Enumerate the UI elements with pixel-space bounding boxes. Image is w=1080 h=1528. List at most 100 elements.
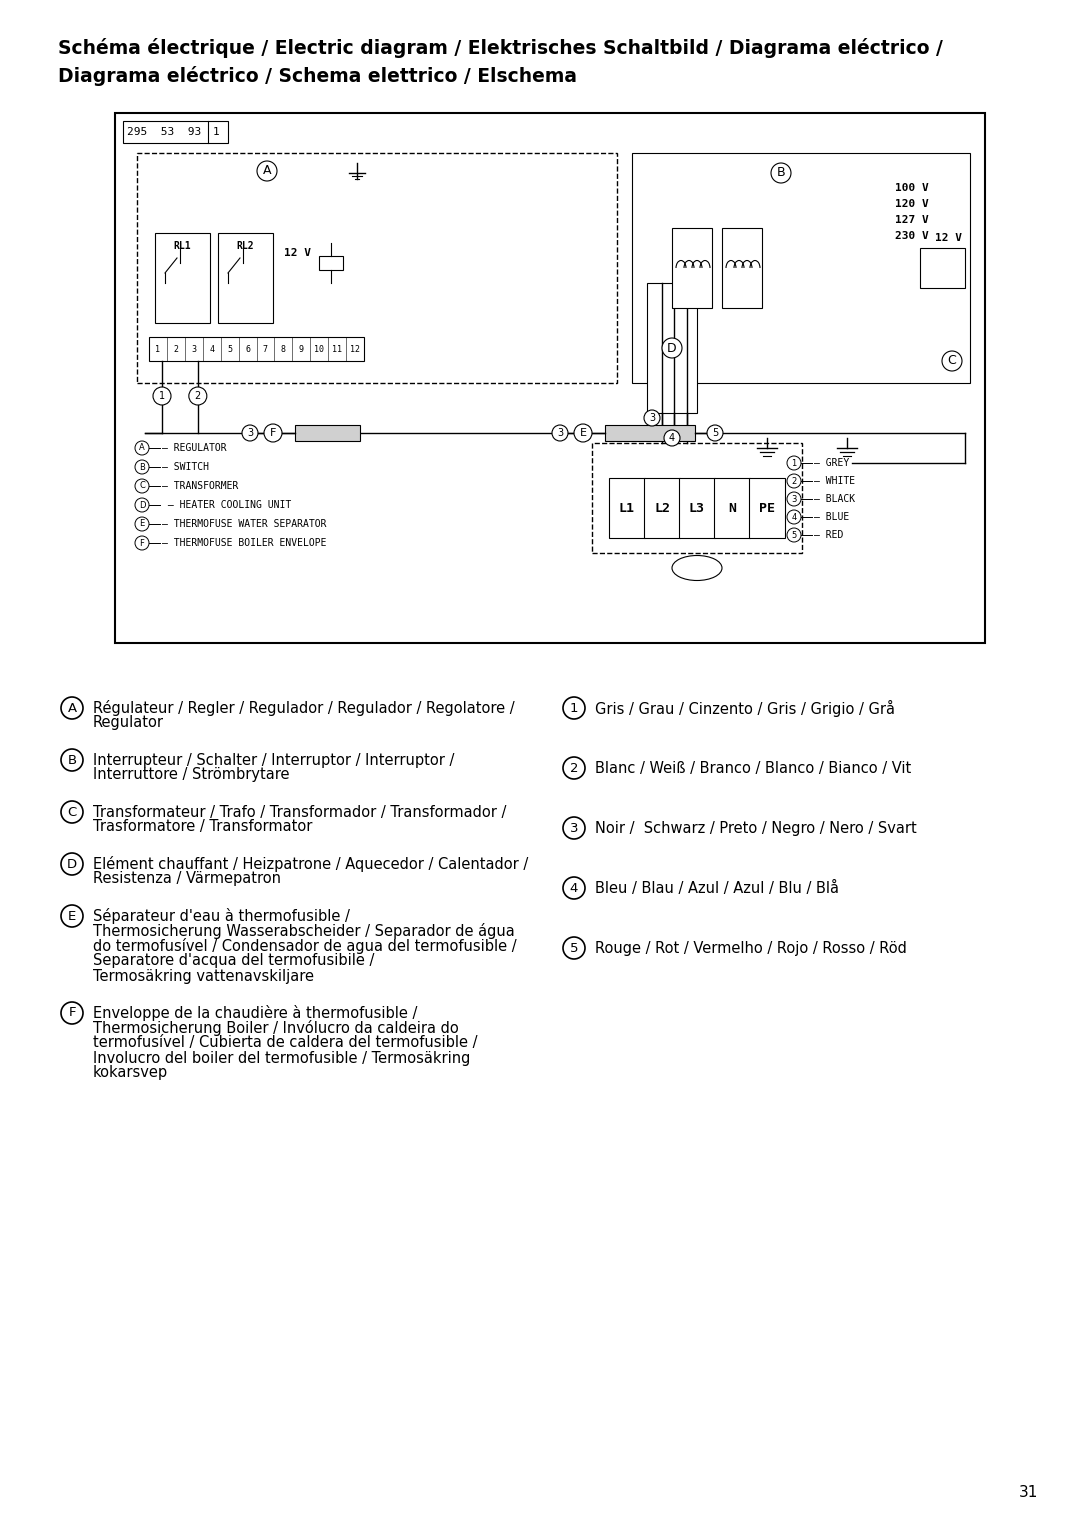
Text: Interruttore / Strömbrytare: Interruttore / Strömbrytare [93, 767, 289, 782]
Text: 230 V: 230 V [895, 231, 929, 241]
Text: — REGULATOR: — REGULATOR [162, 443, 227, 452]
Text: 9: 9 [299, 344, 303, 353]
Circle shape [787, 474, 801, 487]
Circle shape [563, 817, 585, 839]
Bar [714, 478, 750, 538]
Bar [137, 153, 617, 384]
Text: 4: 4 [669, 432, 675, 443]
Text: Bleu / Blau / Azul / Azul / Blu / Blå: Bleu / Blau / Azul / Azul / Blu / Blå [595, 880, 839, 895]
Text: 2: 2 [792, 477, 797, 486]
Bar [295, 425, 360, 442]
Circle shape [189, 387, 207, 405]
Text: D: D [138, 501, 145, 509]
Text: — HEATER COOLING UNIT: — HEATER COOLING UNIT [162, 500, 292, 510]
Circle shape [135, 498, 149, 512]
Text: Termosäkring vattenavskiljare: Termosäkring vattenavskiljare [93, 969, 314, 984]
Circle shape [787, 492, 801, 506]
Circle shape [942, 351, 962, 371]
Bar [114, 113, 985, 643]
Text: Regulator: Regulator [93, 715, 164, 730]
Text: F: F [139, 538, 145, 547]
Text: 100 V: 100 V [895, 183, 929, 193]
Text: F: F [68, 1007, 76, 1019]
Text: 2: 2 [174, 344, 178, 353]
Text: Gris / Grau / Cinzento / Gris / Grigio / Grå: Gris / Grau / Cinzento / Gris / Grigio /… [595, 700, 895, 717]
Bar [672, 228, 712, 309]
Text: Thermosicherung Boiler / Invólucro da caldeira do: Thermosicherung Boiler / Invólucro da ca… [93, 1021, 459, 1036]
Text: 5: 5 [792, 530, 797, 539]
Text: kokarsvep: kokarsvep [93, 1065, 168, 1080]
Text: Noir /  Schwarz / Preto / Negro / Nero / Svart: Noir / Schwarz / Preto / Negro / Nero / … [595, 821, 917, 836]
Text: PE: PE [759, 501, 775, 515]
Circle shape [264, 423, 282, 442]
Text: 5: 5 [570, 941, 578, 955]
Circle shape [135, 516, 149, 532]
Circle shape [135, 460, 149, 474]
Text: 11: 11 [333, 344, 342, 353]
Circle shape [153, 387, 171, 405]
Text: Transformateur / Trafo / Transformador / Transformador /: Transformateur / Trafo / Transformador /… [93, 805, 507, 819]
Circle shape [563, 697, 585, 720]
Bar [123, 121, 228, 144]
Text: Blanc / Weiß / Branco / Blanco / Bianco / Vit: Blanc / Weiß / Branco / Blanco / Bianco … [595, 761, 912, 776]
Bar [218, 232, 273, 322]
Bar [632, 153, 970, 384]
Text: RL2: RL2 [237, 241, 254, 251]
Circle shape [707, 425, 723, 442]
Text: Involucro del boiler del termofusible / Termosäkring: Involucro del boiler del termofusible / … [93, 1051, 471, 1065]
Text: L1: L1 [619, 501, 635, 515]
Text: 5: 5 [227, 344, 232, 353]
Text: E: E [580, 428, 586, 439]
Text: B: B [139, 463, 145, 472]
Text: Elément chauffant / Heizpatrone / Aquecedor / Calentador /: Elément chauffant / Heizpatrone / Aquece… [93, 856, 528, 872]
Text: 12: 12 [350, 344, 360, 353]
Text: — RED: — RED [814, 530, 843, 539]
Circle shape [563, 877, 585, 898]
Text: Trasformatore / Transformator: Trasformatore / Transformator [93, 819, 312, 834]
Text: Rouge / Rot / Vermelho / Rojo / Rosso / Röd: Rouge / Rot / Vermelho / Rojo / Rosso / … [595, 941, 907, 955]
Circle shape [135, 442, 149, 455]
Circle shape [60, 801, 83, 824]
Text: Régulateur / Regler / Regulador / Regulador / Regolatore /: Régulateur / Regler / Regulador / Regula… [93, 700, 515, 717]
Text: do termofusível / Condensador de agua del termofusible /: do termofusível / Condensador de agua de… [93, 938, 516, 953]
Text: Resistenza / Värmepatron: Resistenza / Värmepatron [93, 871, 281, 886]
Text: A: A [139, 443, 145, 452]
Circle shape [135, 536, 149, 550]
Text: E: E [139, 520, 145, 529]
Text: — THERMOFUSE BOILER ENVELOPE: — THERMOFUSE BOILER ENVELOPE [162, 538, 326, 549]
Text: Diagrama eléctrico / Schema elettrico / Elschema: Diagrama eléctrico / Schema elettrico / … [58, 66, 577, 86]
Text: RL1: RL1 [173, 241, 191, 251]
Text: 4: 4 [210, 344, 214, 353]
Text: — BLUE: — BLUE [814, 512, 849, 523]
Text: Séparateur d'eau à thermofusible /: Séparateur d'eau à thermofusible / [93, 908, 350, 924]
Circle shape [644, 410, 660, 426]
Circle shape [60, 905, 83, 927]
Text: 1: 1 [792, 458, 797, 468]
Text: 12 V: 12 V [935, 232, 962, 243]
Circle shape [563, 756, 585, 779]
Bar [592, 443, 802, 553]
Bar [609, 478, 645, 538]
Text: L2: L2 [654, 501, 670, 515]
Ellipse shape [672, 556, 723, 581]
Circle shape [787, 529, 801, 542]
Text: C: C [139, 481, 145, 490]
Text: — WHITE: — WHITE [814, 477, 855, 486]
Text: 2: 2 [570, 761, 578, 775]
Text: 7: 7 [262, 344, 268, 353]
Text: B: B [777, 167, 785, 179]
Circle shape [60, 1002, 83, 1024]
Text: 1: 1 [159, 391, 165, 400]
Text: 127 V: 127 V [895, 215, 929, 225]
Bar [156, 232, 210, 322]
Text: C: C [947, 354, 957, 368]
Bar [647, 283, 697, 413]
Circle shape [552, 425, 568, 442]
Text: D: D [67, 857, 77, 871]
Circle shape [60, 697, 83, 720]
Text: — BLACK: — BLACK [814, 494, 855, 504]
Bar [920, 248, 966, 287]
Text: 4: 4 [570, 882, 578, 894]
Text: 4: 4 [792, 512, 797, 521]
Text: Enveloppe de la chaudière à thermofusible /: Enveloppe de la chaudière à thermofusibl… [93, 1005, 417, 1021]
